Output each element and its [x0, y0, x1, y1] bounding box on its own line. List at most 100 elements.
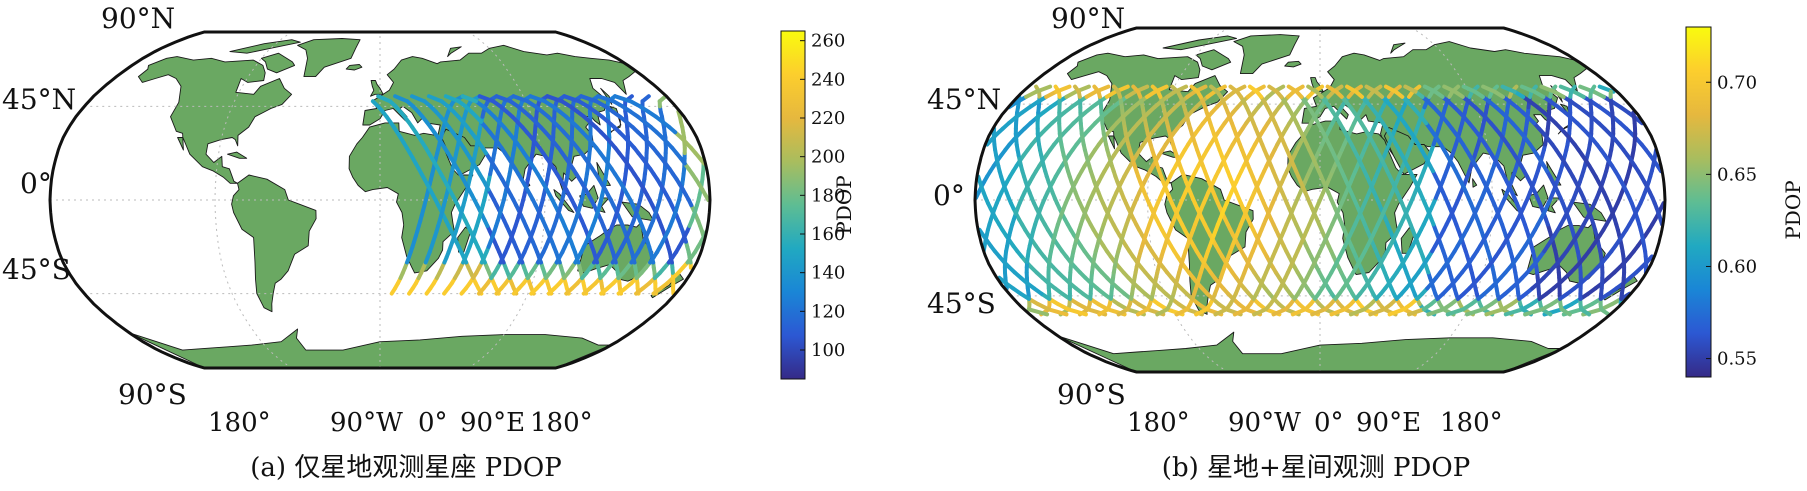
colorbar-tick-label-a-8: 260 [811, 31, 845, 52]
colorbar-a [780, 30, 806, 380]
lon-label-180w-b: 180° [1127, 408, 1190, 438]
track-segment-b-2357 [1026, 307, 1050, 317]
track-segment-b-2185 [1569, 84, 1577, 94]
track-segment-b-2447 [997, 275, 1008, 286]
colorbar-ticks-a: 100 120 140 160 180 200 220 240 260 [800, 31, 845, 361]
track-segment-b-1540 [1306, 84, 1319, 94]
track-segment-b-2056 [1422, 84, 1438, 94]
track-segment-b-2228 [1461, 84, 1477, 94]
track-segment-a-302 [410, 94, 427, 104]
lat-label-45n-b: 45°N [927, 83, 1001, 116]
track-segment-b-1282 [1247, 84, 1259, 94]
track-segment-b-2525 [1066, 307, 1088, 317]
track-segment-b-1454 [1286, 84, 1299, 94]
track-segment-b-508 [1073, 84, 1081, 94]
lat-label-90s-b: 90°S [1057, 378, 1126, 411]
track-segment-a-454 [443, 94, 461, 104]
track-segment-b-1368 [1267, 84, 1279, 94]
track-segment-a-682 [494, 94, 513, 104]
lat-label-45n-a: 45°N [2, 83, 76, 116]
track-segment-b-2482 [1519, 84, 1537, 94]
land-antarctica-b [1057, 331, 1563, 372]
ground-tracks-b [975, 84, 1665, 317]
lat-label-45s-a: 45°S [2, 253, 71, 286]
map-panel-b: 90°N 45°N 0° 45°S 90°S 180° 90°W 0° 90°E… [927, 2, 1805, 483]
track-segment-a-226 [393, 94, 410, 104]
track-segment-b-2441 [1046, 307, 1069, 317]
track-segment-b-1369 [1271, 307, 1288, 317]
track-segment-b-1024 [1189, 84, 1200, 94]
colorbar-tick-label-b-2: 0.65 [1717, 164, 1757, 185]
lon-label-180e-a: 180° [530, 408, 593, 438]
track-segment-b-2057 [1426, 307, 1446, 317]
track-segment-b-1627 [1329, 307, 1347, 317]
lon-label-90w-a: 90°W [330, 408, 403, 438]
track-segment-a-74 [370, 99, 381, 109]
lon-label-90e-a: 90°E [460, 408, 525, 438]
track-segment-a-1016 [676, 109, 682, 119]
track-segment-b-1111 [1213, 307, 1229, 317]
colorbar-tick-label-a-2: 140 [811, 263, 845, 284]
track-segment-a-1043 [579, 94, 599, 104]
land-north-america-a [137, 56, 293, 184]
colorbar-tick-label-a-5: 200 [811, 147, 845, 168]
track-segment-a-834 [528, 94, 547, 104]
track-segment-b-1196 [1228, 84, 1240, 94]
track-segment-b-680 [1111, 84, 1121, 94]
track-segment-a-981 [562, 94, 582, 104]
track-segment-b-1626 [1325, 84, 1339, 94]
track-segment-b-1713 [1348, 307, 1367, 317]
lon-label-90w-b: 90°W [1228, 408, 1301, 438]
colorbar-tick-label-a-0: 100 [811, 340, 845, 361]
track-segment-b-938 [1170, 84, 1180, 94]
ground-tracks-a [370, 94, 710, 296]
track-segment-b-1971 [1407, 307, 1426, 317]
lon-label-90e-b: 90°E [1356, 408, 1421, 438]
lat-label-0-b: 0° [933, 179, 965, 212]
land-novaya-zemlya-a [447, 46, 462, 58]
track-segment-b-766 [1131, 84, 1141, 94]
caption-b: (b) 星地+星间观测 PDOP [1162, 453, 1470, 483]
track-segment-b-1884 [1383, 84, 1398, 94]
colorbar-b [1685, 26, 1712, 378]
land-baffin-a [260, 52, 296, 74]
track-segment-a-910 [545, 94, 564, 104]
colorbar-tick-label-a-3: 160 [811, 224, 845, 245]
track-segment-b-2540 [977, 227, 986, 238]
track-segment-a-378 [426, 94, 444, 104]
lat-label-90n-a: 90°N [101, 2, 175, 35]
track-segment-b-1885 [1387, 307, 1406, 317]
track-segment-b-2483 [1523, 307, 1545, 317]
map-frame-a [48, 30, 712, 370]
track-segment-a-1089 [596, 94, 616, 104]
track-segment-b-20 [1658, 201, 1665, 211]
track-segment-b-852 [1150, 84, 1160, 94]
land-sri-lanka-b [1472, 178, 1478, 188]
track-segment-a-606 [477, 94, 496, 104]
colorbar-tick-label-b-0: 0.55 [1717, 349, 1757, 370]
track-segment-b-1197 [1232, 307, 1249, 317]
track-segment-b-2143 [1445, 307, 1466, 317]
lat-label-0-a: 0° [20, 167, 52, 200]
track-segment-b-1799 [1368, 307, 1387, 317]
meridian-90-a [467, 32, 546, 368]
land-antarctica-a [128, 328, 612, 368]
colorbar-tick-label-a-6: 220 [811, 108, 845, 129]
colorbar-tick-label-b-3: 0.70 [1717, 72, 1757, 93]
colorbar-tick-label-a-7: 240 [811, 69, 845, 90]
track-segment-b-2566 [1539, 84, 1557, 94]
map-frame-b [973, 26, 1667, 374]
track-segment-b-1712 [1345, 84, 1359, 94]
colorbar-tick-label-a-4: 180 [811, 185, 845, 206]
colorbar-ticks-b: 0.55 0.60 0.65 0.70 [1706, 72, 1757, 370]
track-segment-a-872 [640, 94, 651, 104]
track-segment-a-150 [376, 94, 393, 104]
land-greenland-b [1233, 34, 1300, 75]
track-segment-b-2398 [1500, 84, 1517, 94]
map-panel-a: 90°N 45°N 0° 45°S 90°S 180° 90°W 0° 90°E… [2, 2, 856, 483]
track-segment-b-2399 [1503, 307, 1525, 317]
track-segment-b-2271 [1589, 84, 1597, 94]
track-segment-b-2440 [1034, 84, 1053, 94]
land-greenland-a [297, 38, 361, 78]
lat-label-45s-b: 45°S [927, 287, 996, 320]
